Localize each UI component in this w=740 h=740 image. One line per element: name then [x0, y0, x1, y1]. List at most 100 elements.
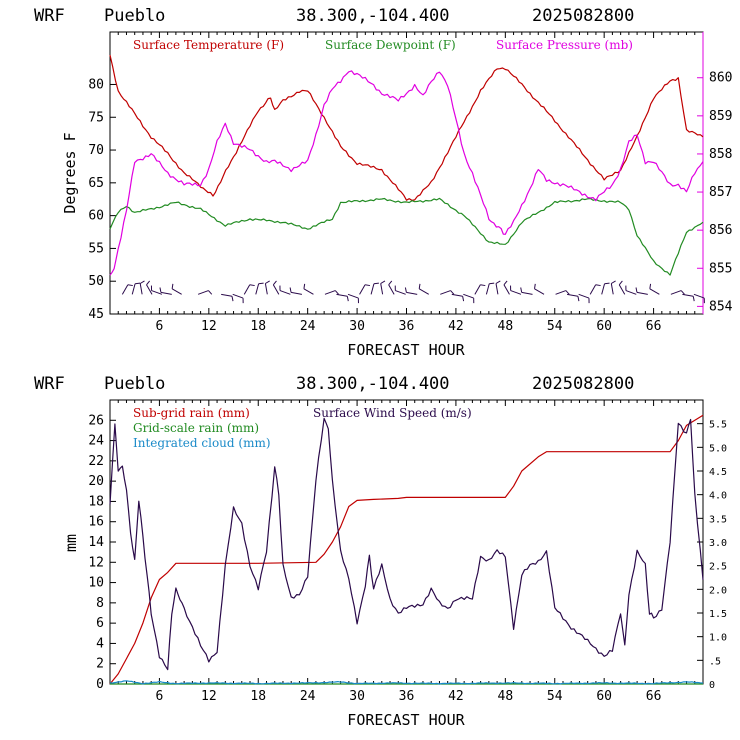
x-tick-label: 36 — [399, 319, 415, 334]
wind-barb — [139, 280, 145, 295]
legend-pressure: Surface Pressure (mb) — [496, 38, 633, 52]
y-tick-label: 12 — [88, 555, 104, 570]
wind-barb-flag — [364, 284, 371, 287]
y-tick-label: 60 — [88, 209, 104, 224]
header-coords: 38.300,-104.400 — [296, 6, 450, 26]
axes: 6 12 18 24 30 36 42 48 54 60 66 45 50 55 60 65 70 75 80 854… — [88, 32, 733, 334]
wind-barb — [279, 285, 291, 295]
y2-tick-label: 2.5 — [709, 562, 727, 573]
wind-barb-staff — [625, 290, 637, 295]
legend-temperature: Surface Temperature (F) — [133, 38, 284, 52]
wind-barb-staff — [589, 284, 597, 295]
wind-barb — [510, 285, 522, 295]
wind-barb-staff — [495, 283, 499, 295]
wind-barb — [693, 293, 705, 304]
series-line-4 — [109, 417, 704, 671]
x-tick-label: 48 — [498, 689, 514, 704]
wind-barb — [388, 280, 395, 295]
wind-barb-staff — [380, 283, 384, 295]
wind-barb — [649, 283, 660, 295]
y2-tick-label: 858 — [709, 147, 732, 162]
y2-tick-label: 1.5 — [709, 609, 727, 620]
wind-barb-staff — [197, 290, 209, 295]
wind-barb — [578, 293, 590, 304]
legend: Surface Temperature (F) Surface Dewpoint… — [133, 38, 633, 52]
x-tick-label: 66 — [646, 319, 662, 334]
wind-barb-staff — [670, 290, 682, 295]
legend-gridscale-rain: Grid-scale rain (mm) — [133, 421, 259, 435]
series-line-2 — [109, 197, 704, 276]
wind-barb — [150, 285, 163, 295]
x-tick-label: 30 — [349, 319, 365, 334]
wind-barb-flag — [577, 296, 580, 302]
wind-barb-flag — [208, 290, 213, 295]
wind-barb-staff — [388, 284, 395, 295]
x-tick-label: 6 — [156, 689, 164, 704]
wind-barb-flag — [604, 282, 610, 285]
wind-barb — [635, 287, 648, 295]
wind-barb-staff — [463, 293, 474, 299]
wind-barb — [324, 290, 339, 295]
precipitation-panel: WRF Pueblo 38.300,-104.400 2025082800 Su… — [34, 374, 727, 729]
wind-barb-flag — [503, 280, 508, 286]
wind-barb-flag — [272, 280, 277, 286]
y-tick-label: 2 — [96, 657, 104, 672]
wind-barb-staff — [336, 293, 348, 297]
legend-wind-speed: Surface Wind Speed (m/s) — [313, 406, 472, 420]
y2-tick-label: 854 — [709, 299, 733, 314]
wind-barb-staff — [510, 290, 522, 295]
wind-barb-flag — [146, 280, 151, 286]
panel-header: WRF Pueblo 38.300,-104.400 2025082800 — [34, 374, 634, 394]
wind-barb-flag — [534, 283, 536, 289]
header-station: Pueblo — [104, 374, 165, 394]
wind-barb-staff — [567, 293, 579, 297]
series-line-1 — [109, 54, 704, 201]
wind-barb-staff — [521, 291, 533, 295]
wind-barb — [555, 290, 570, 295]
y2-tick-label: 1.0 — [709, 633, 727, 644]
y-tick-label: 4 — [96, 636, 104, 651]
wind-barb-flag — [649, 283, 652, 289]
x-axis-label: FORECAST HOUR — [347, 341, 465, 359]
temperature-panel: WRF Pueblo 38.300,-104.400 2025082800 Su… — [34, 6, 733, 359]
legend-integrated-cloud: Integrated cloud (mm) — [133, 436, 271, 450]
wind-barb-staff — [272, 284, 280, 295]
wind-barb-flag — [565, 290, 570, 295]
x-tick-label: 36 — [399, 689, 415, 704]
y-tick-label: 26 — [88, 413, 104, 428]
y-tick-label: 20 — [88, 474, 104, 489]
wind-barb-flag — [346, 296, 349, 302]
wind-barb-flag — [388, 280, 393, 286]
wind-barb — [451, 293, 465, 302]
x-tick-label: 60 — [596, 689, 612, 704]
wind-barb — [618, 280, 626, 295]
y-tick-label: 10 — [88, 576, 104, 591]
y-tick-label: 80 — [88, 77, 104, 92]
wind-barb-flag — [611, 280, 616, 284]
wind-barb-staff — [160, 291, 172, 295]
wind-barb — [121, 284, 133, 295]
wind-barb — [418, 283, 429, 295]
wind-barb-staff — [131, 283, 136, 295]
wind-barb-flag — [418, 283, 421, 289]
wind-barb-staff — [578, 293, 590, 299]
legend: Sub-grid rain (mm) Surface Wind Speed (m… — [133, 406, 472, 450]
wind-barb-staff — [485, 283, 490, 295]
wind-barb-flag — [680, 290, 685, 295]
header-date: 2025082800 — [532, 374, 634, 394]
wind-barb-staff — [618, 284, 626, 295]
wind-barb — [159, 287, 172, 295]
wind-barb-staff — [649, 288, 660, 295]
x-tick-label: 30 — [349, 689, 365, 704]
wind-barb — [171, 283, 182, 295]
wind-barb-staff — [440, 290, 451, 295]
wind-barb-flag — [303, 283, 306, 289]
wind-barb — [463, 293, 475, 304]
y-tick-label: 55 — [88, 241, 104, 256]
x-axis-label: FORECAST HOUR — [347, 711, 465, 729]
wind-barb-staff — [146, 284, 153, 295]
x-tick-label: 42 — [448, 319, 464, 334]
x-tick-label: 66 — [646, 689, 662, 704]
y2-tick-label: 0 — [709, 680, 715, 691]
wind-barb — [394, 285, 406, 295]
